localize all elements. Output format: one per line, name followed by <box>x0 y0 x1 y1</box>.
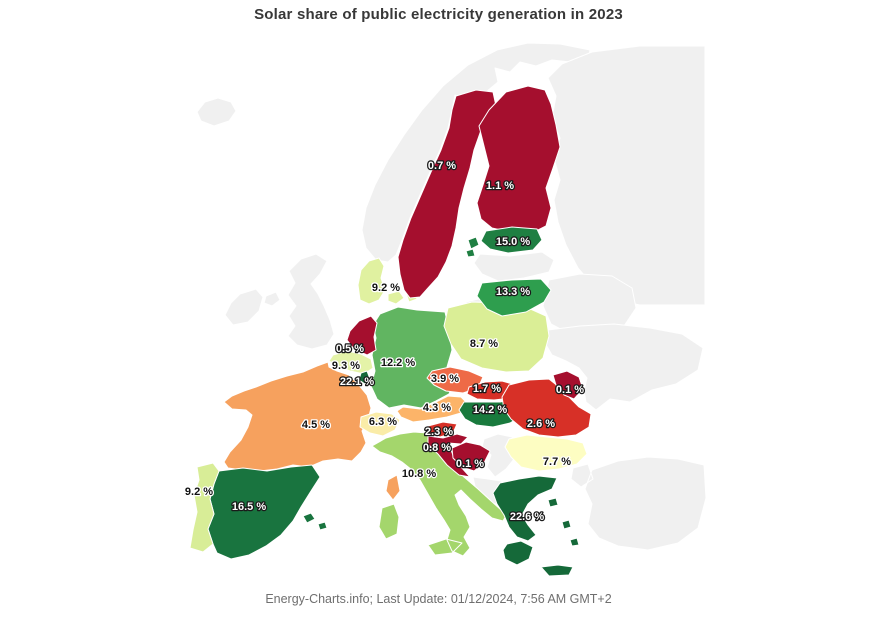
country-bosnia[interactable] <box>451 441 491 472</box>
region-norway <box>361 42 591 263</box>
country-denmark[interactable] <box>357 257 418 305</box>
country-luxembourg[interactable] <box>358 370 371 385</box>
country-moldova[interactable] <box>552 370 584 400</box>
country-switzerland[interactable] <box>359 411 401 437</box>
country-slovenia[interactable] <box>427 421 458 438</box>
region-uk <box>263 253 335 350</box>
source-footer: Energy-Charts.info; Last Update: 01/12/2… <box>265 592 612 606</box>
country-estonia[interactable] <box>465 226 543 258</box>
country-spain[interactable] <box>207 464 328 560</box>
region-turkey <box>570 456 707 551</box>
country-italy[interactable] <box>371 431 508 557</box>
country-romania[interactable] <box>501 378 592 438</box>
country-bulgaria[interactable] <box>504 434 588 472</box>
country-germany[interactable] <box>370 306 456 409</box>
country-portugal[interactable] <box>189 462 220 553</box>
page-title: Solar share of public electricity genera… <box>254 6 623 23</box>
country-netherlands[interactable] <box>346 315 378 356</box>
region-ukraine <box>544 323 704 411</box>
country-france[interactable] <box>223 361 401 501</box>
country-lithuania[interactable] <box>476 278 552 317</box>
country-belgium[interactable] <box>328 350 374 375</box>
region-latvia <box>473 251 555 282</box>
country-greece[interactable] <box>492 475 580 577</box>
region-iceland <box>196 97 237 127</box>
region-ireland <box>224 288 264 326</box>
region-russia <box>547 45 706 306</box>
